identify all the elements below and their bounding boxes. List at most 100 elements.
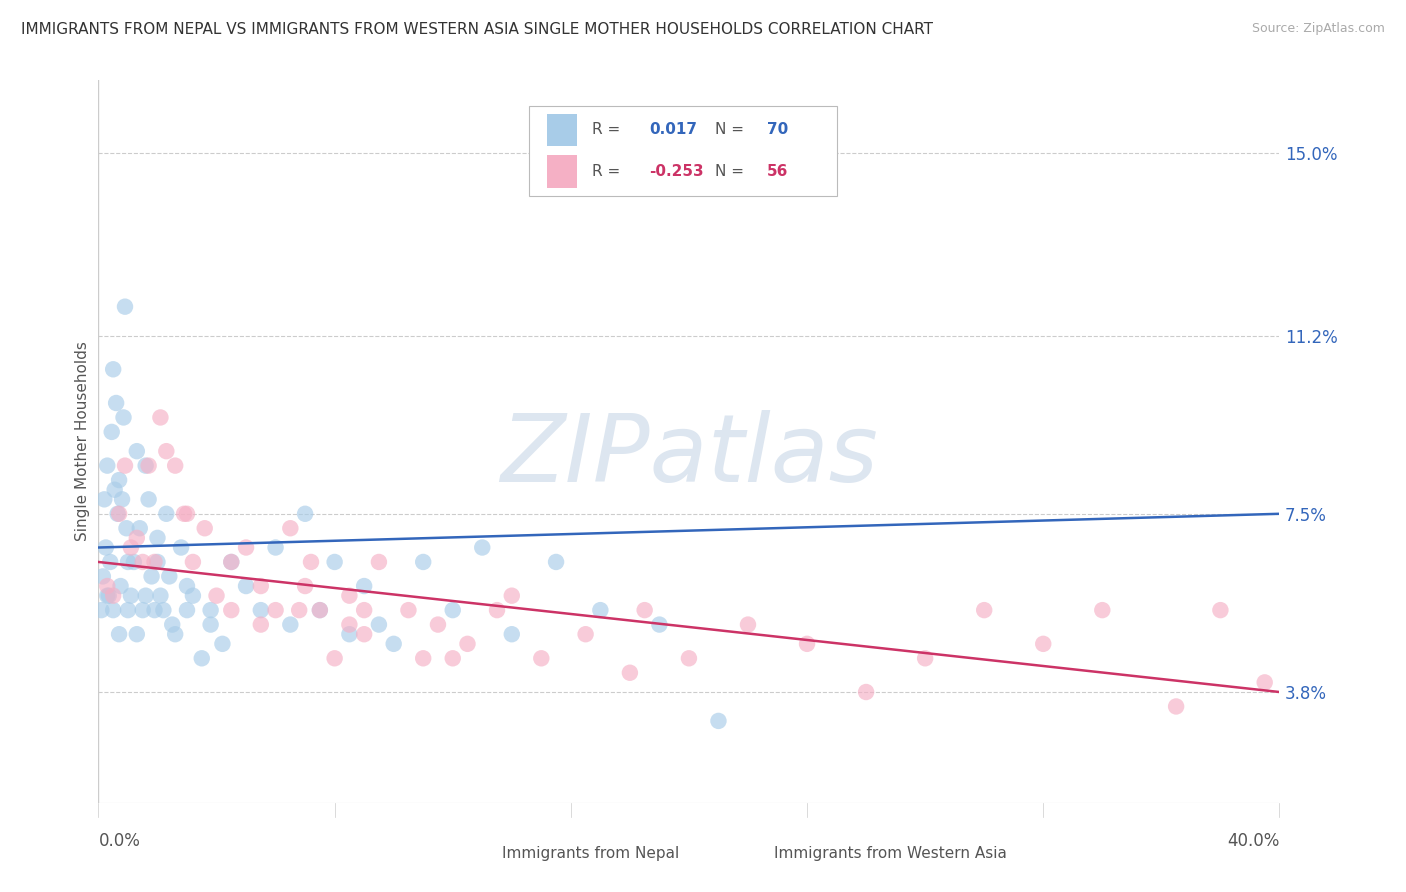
Point bbox=[138, 458, 160, 473]
Point bbox=[96, 589, 118, 603]
Point bbox=[114, 458, 136, 473]
Text: Immigrants from Nepal: Immigrants from Nepal bbox=[502, 846, 679, 861]
Point bbox=[914, 651, 936, 665]
Text: N =: N = bbox=[714, 122, 749, 137]
Point bbox=[100, 425, 122, 439]
Point bbox=[368, 617, 391, 632]
Point bbox=[181, 589, 204, 603]
Point bbox=[149, 410, 172, 425]
Text: 0.0%: 0.0% bbox=[98, 831, 141, 850]
Point bbox=[353, 579, 375, 593]
Text: R =: R = bbox=[592, 164, 626, 179]
Point bbox=[412, 651, 434, 665]
Point bbox=[1091, 603, 1114, 617]
Point bbox=[501, 627, 523, 641]
Point bbox=[855, 685, 877, 699]
Point bbox=[155, 507, 177, 521]
Point bbox=[339, 627, 361, 641]
Point bbox=[280, 617, 302, 632]
Point bbox=[200, 603, 222, 617]
Point bbox=[530, 651, 553, 665]
Point bbox=[575, 627, 598, 641]
Point bbox=[146, 531, 169, 545]
Point bbox=[149, 589, 172, 603]
Point bbox=[211, 637, 233, 651]
Text: N =: N = bbox=[714, 164, 749, 179]
Point bbox=[441, 603, 464, 617]
Point bbox=[412, 555, 434, 569]
Point bbox=[235, 579, 257, 593]
Point bbox=[162, 617, 183, 632]
Text: R =: R = bbox=[592, 122, 626, 137]
Point bbox=[96, 458, 118, 473]
Point bbox=[619, 665, 641, 680]
Point bbox=[120, 541, 142, 555]
Point bbox=[457, 637, 479, 651]
Point bbox=[737, 617, 759, 632]
Point bbox=[176, 507, 198, 521]
FancyBboxPatch shape bbox=[547, 113, 576, 146]
Point bbox=[114, 300, 136, 314]
Point bbox=[205, 589, 228, 603]
Point bbox=[111, 492, 134, 507]
Point bbox=[427, 617, 450, 632]
Point bbox=[90, 603, 112, 617]
Point bbox=[108, 507, 131, 521]
Point bbox=[128, 521, 150, 535]
Point bbox=[546, 555, 568, 569]
Point bbox=[398, 603, 420, 617]
Point bbox=[648, 617, 671, 632]
Point bbox=[143, 555, 166, 569]
Text: ZIPatlas: ZIPatlas bbox=[501, 410, 877, 501]
Text: 70: 70 bbox=[766, 122, 789, 137]
Point bbox=[1166, 699, 1188, 714]
Point bbox=[1254, 675, 1277, 690]
Point bbox=[200, 617, 222, 632]
Point bbox=[141, 569, 163, 583]
Point bbox=[339, 589, 361, 603]
Point bbox=[143, 603, 166, 617]
Point bbox=[250, 617, 273, 632]
Point bbox=[441, 651, 464, 665]
Point bbox=[353, 627, 375, 641]
Point bbox=[309, 603, 332, 617]
Point bbox=[181, 555, 204, 569]
Text: -0.253: -0.253 bbox=[648, 164, 703, 179]
Point bbox=[589, 603, 612, 617]
Point bbox=[132, 603, 155, 617]
Point bbox=[91, 569, 114, 583]
Point bbox=[264, 603, 287, 617]
FancyBboxPatch shape bbox=[547, 155, 576, 187]
Point bbox=[155, 444, 177, 458]
Point bbox=[309, 603, 332, 617]
Point bbox=[157, 569, 180, 583]
Point bbox=[796, 637, 818, 651]
Y-axis label: Single Mother Households: Single Mother Households bbox=[75, 342, 90, 541]
Point bbox=[973, 603, 995, 617]
Point bbox=[294, 507, 316, 521]
Point bbox=[117, 555, 139, 569]
Point bbox=[678, 651, 700, 665]
Point bbox=[170, 541, 193, 555]
Point bbox=[382, 637, 405, 651]
Point bbox=[280, 521, 302, 535]
Point bbox=[135, 589, 157, 603]
Point bbox=[221, 555, 243, 569]
Point bbox=[103, 589, 125, 603]
Point bbox=[368, 555, 391, 569]
Point bbox=[250, 579, 273, 593]
Point bbox=[191, 651, 214, 665]
Point bbox=[634, 603, 657, 617]
Point bbox=[120, 589, 142, 603]
Point bbox=[94, 541, 117, 555]
Point bbox=[173, 507, 195, 521]
Point bbox=[115, 521, 138, 535]
Point bbox=[707, 714, 730, 728]
Text: 56: 56 bbox=[766, 164, 789, 179]
Point bbox=[1209, 603, 1232, 617]
Point bbox=[176, 579, 198, 593]
Point bbox=[176, 603, 198, 617]
Point bbox=[112, 410, 135, 425]
Point bbox=[152, 603, 174, 617]
Text: Source: ZipAtlas.com: Source: ZipAtlas.com bbox=[1251, 22, 1385, 36]
